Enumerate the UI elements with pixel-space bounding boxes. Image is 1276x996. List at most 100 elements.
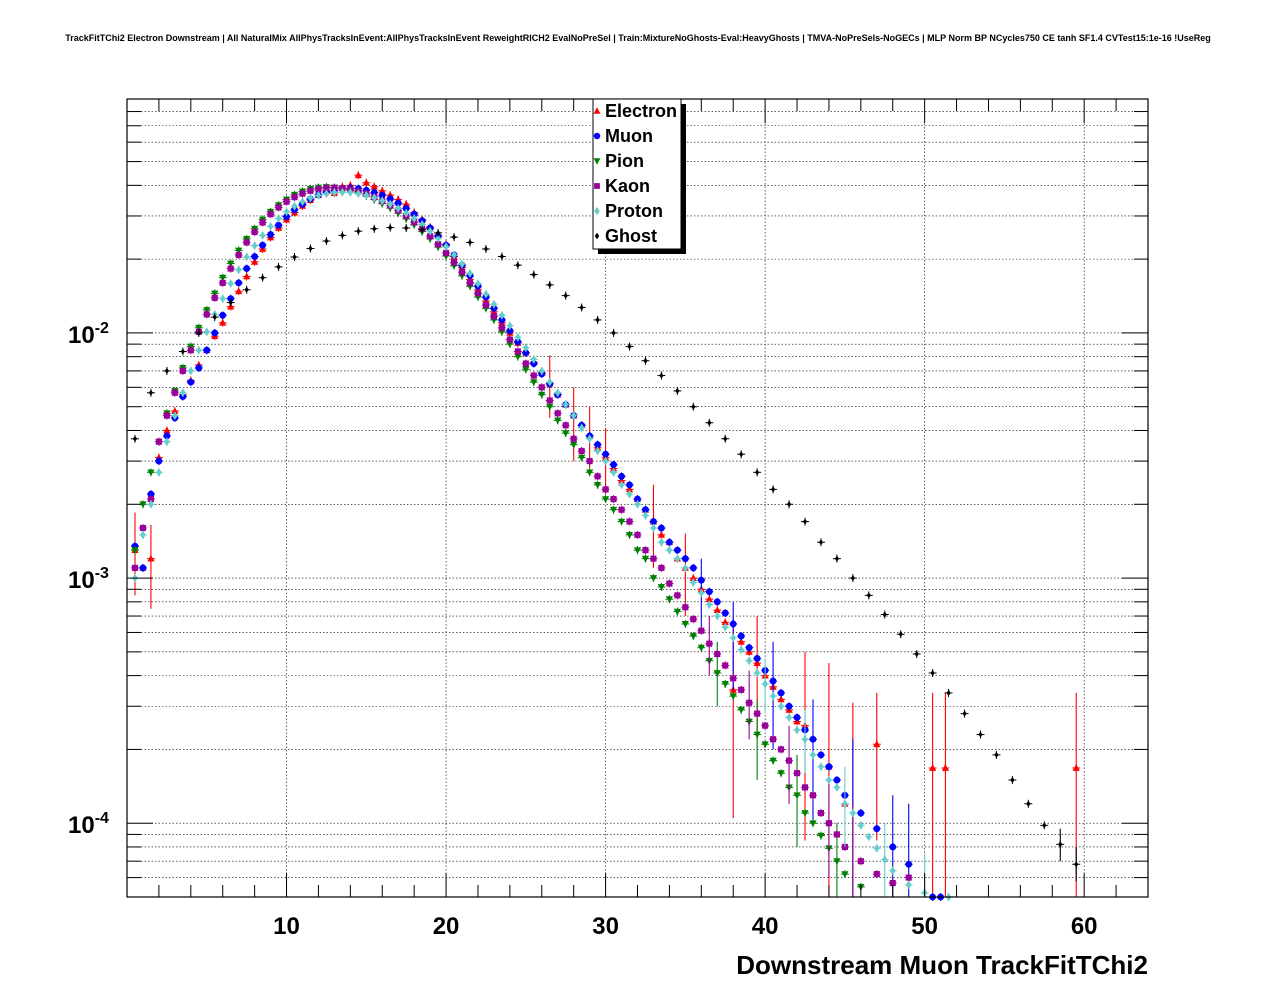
data-point (339, 187, 346, 197)
data-point (211, 294, 218, 301)
legend-entry-pion: Pion (593, 151, 644, 171)
data-point (427, 226, 433, 236)
data-point (601, 496, 610, 504)
data-point (260, 274, 265, 281)
data-point (930, 669, 935, 677)
data-point (179, 367, 186, 374)
data-point (594, 473, 601, 480)
data-point (563, 292, 568, 299)
data-point (331, 188, 338, 197)
data-point (642, 506, 649, 514)
data-point (905, 874, 912, 881)
data-point (755, 469, 760, 476)
data-point (578, 454, 586, 462)
data-point (762, 679, 769, 689)
x-axis-label: Downstream Muon TrackFitTChi2 (736, 950, 1148, 980)
data-point (299, 190, 306, 197)
data-point (777, 695, 785, 703)
data-point (873, 871, 880, 878)
data-point (649, 575, 658, 583)
series-ghost (130, 223, 1081, 882)
data-point (259, 231, 266, 240)
data-point (650, 555, 657, 562)
x-tick-label: 60 (1071, 913, 1098, 940)
data-point (156, 467, 162, 477)
data-point (251, 241, 258, 250)
data-point (243, 239, 250, 246)
data-point (914, 650, 919, 658)
data-point (467, 239, 473, 246)
data-point (372, 225, 377, 232)
data-point (459, 259, 465, 269)
data-point (235, 265, 242, 275)
data-point (610, 461, 617, 469)
data-point (705, 588, 713, 596)
data-point (610, 467, 617, 477)
data-point (570, 441, 578, 449)
data-point (666, 545, 673, 555)
data-point (786, 713, 792, 722)
data-point (315, 191, 322, 200)
data-point (554, 410, 561, 417)
data-point (308, 245, 313, 252)
data-point (873, 740, 881, 748)
x-tick-label: 20 (433, 913, 460, 940)
data-point (665, 538, 673, 546)
data-point (634, 499, 641, 509)
data-point (180, 348, 185, 355)
data-point (171, 411, 178, 420)
data-point (1072, 764, 1080, 771)
data-point (475, 279, 481, 288)
data-point (164, 437, 170, 447)
data-point (147, 554, 155, 562)
data-point (809, 820, 817, 828)
data-point (402, 205, 410, 212)
data-point (267, 231, 274, 238)
data-point (786, 501, 792, 508)
data-point (547, 281, 552, 289)
data-point (291, 201, 298, 211)
data-point (818, 539, 824, 546)
data-point (578, 423, 585, 433)
data-point (132, 435, 138, 442)
data-point (307, 187, 314, 194)
legend-label: Muon (605, 126, 653, 146)
data-point (658, 537, 665, 547)
data-point (825, 763, 833, 771)
data-point (386, 195, 394, 203)
data-point (483, 245, 489, 253)
data-point (427, 233, 434, 240)
data-point (323, 189, 330, 198)
data-point (691, 403, 696, 410)
data-point (850, 574, 855, 582)
data-point (698, 588, 705, 598)
data-point (443, 249, 450, 256)
data-point (235, 279, 243, 287)
data-point (1058, 841, 1063, 848)
data-point (419, 220, 426, 229)
data-point (203, 327, 210, 337)
legend-marker (594, 232, 600, 240)
data-point (155, 438, 162, 445)
data-point (483, 289, 489, 299)
data-point (666, 580, 673, 587)
data-point (187, 378, 195, 386)
data-point (714, 650, 721, 658)
data-point (275, 204, 282, 211)
data-point (713, 606, 721, 614)
data-point (834, 783, 840, 792)
data-point (690, 578, 697, 587)
data-point (595, 316, 600, 324)
data-point (714, 611, 721, 621)
data-point (769, 757, 777, 765)
data-point (324, 237, 329, 245)
data-point (267, 222, 274, 231)
legend-marker (593, 132, 601, 140)
legend-box (592, 98, 682, 250)
legend-entry-electron: Electron (593, 101, 677, 121)
data-point (506, 327, 514, 335)
data-point (817, 832, 825, 840)
data-point (618, 480, 625, 490)
data-point (641, 555, 650, 563)
